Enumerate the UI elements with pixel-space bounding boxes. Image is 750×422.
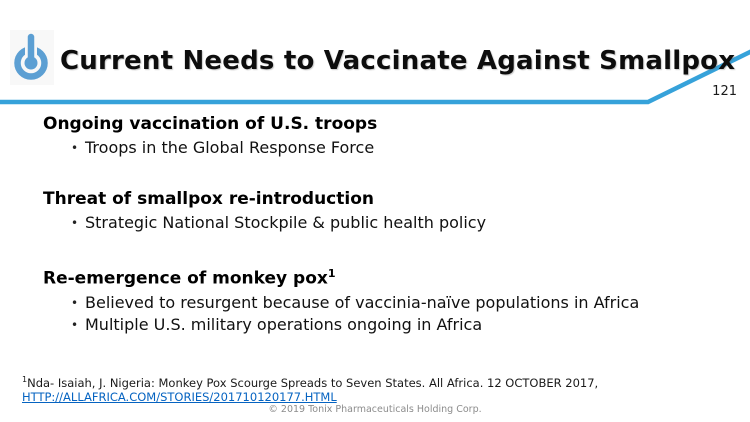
bullet-item: • Strategic National Stockpile & public … xyxy=(43,212,730,234)
bullet-text: Strategic National Stockpile & public he… xyxy=(85,213,487,232)
bullet-icon: • xyxy=(71,317,79,332)
section-monkeypox: Re-emergence of monkey pox1 • Believed t… xyxy=(43,263,730,336)
section-threat: Threat of smallpox re-introduction • Str… xyxy=(43,188,730,234)
bullet-item: • Troops in the Global Response Force xyxy=(43,137,730,159)
bullet-item: • Multiple U.S. military operations ongo… xyxy=(43,314,730,336)
footnote-text: Nda- Isaiah, J. Nigeria: Monkey Pox Scou… xyxy=(27,375,599,390)
page-number: 121 xyxy=(712,84,737,99)
tonix-logo xyxy=(10,30,54,85)
section-heading-text: Ongoing vaccination of U.S. troops xyxy=(43,114,378,134)
power-icon xyxy=(14,30,48,80)
heading-footnote-ref: 1 xyxy=(327,267,336,280)
bullet-text: Multiple U.S. military operations ongoin… xyxy=(85,314,483,334)
footnote-superscript: 1 xyxy=(22,375,28,384)
slide-title: Current Needs to Vaccinate Against Small… xyxy=(60,46,736,76)
bullet-item: • Believed to resurgent because of vacci… xyxy=(43,292,730,314)
footnote-link[interactable]: HTTP://ALLAFRICA.COM/STORIES/20171012017… xyxy=(22,390,337,405)
footnote-citation: 1Nda- Isaiah, J. Nigeria: Monkey Pox Sco… xyxy=(22,373,598,390)
bullet-text: Troops in the Global Response Force xyxy=(85,138,375,157)
slide-body: Ongoing vaccination of U.S. troops • Tro… xyxy=(43,113,730,365)
section-heading-text: Threat of smallpox re-introduction xyxy=(43,189,374,209)
section-troops: Ongoing vaccination of U.S. troops • Tro… xyxy=(43,113,730,159)
section-heading: Re-emergence of monkey pox1 xyxy=(43,263,730,290)
bullet-icon: • xyxy=(71,141,79,155)
copyright: © 2019 Tonix Pharmaceuticals Holding Cor… xyxy=(268,404,482,415)
bullet-text: Believed to resurgent because of vaccini… xyxy=(85,292,640,312)
section-heading: Ongoing vaccination of U.S. troops xyxy=(43,113,730,135)
bullet-icon: • xyxy=(71,216,79,230)
bullet-icon: • xyxy=(71,295,79,310)
footnote: 1Nda- Isaiah, J. Nigeria: Monkey Pox Sco… xyxy=(22,373,598,405)
section-heading-text: Re-emergence of monkey pox xyxy=(43,268,328,289)
section-heading: Threat of smallpox re-introduction xyxy=(43,188,730,210)
